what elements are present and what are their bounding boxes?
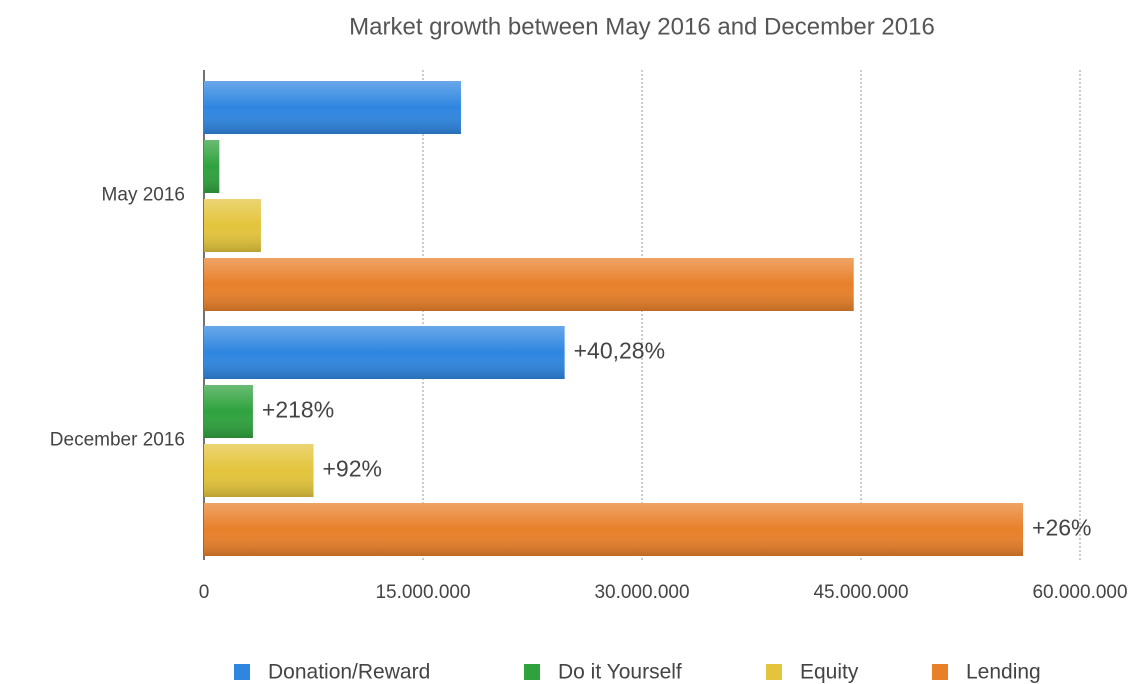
bar-shade (204, 385, 253, 438)
bar-shade (204, 140, 220, 193)
bar-shade (204, 326, 565, 379)
legend-label: Do it Yourself (558, 661, 682, 684)
bar-shade (204, 199, 261, 252)
bar-shade (204, 444, 314, 497)
data-label: +92% (323, 456, 382, 482)
chart-title: Market growth between May 2016 and Decem… (349, 13, 935, 40)
data-label: +40,28% (574, 338, 665, 364)
x-tick-label: 45.000.000 (813, 582, 908, 603)
data-label: +218% (262, 397, 334, 423)
bar-shade (204, 503, 1024, 556)
bar-shade (204, 258, 854, 311)
x-tick-label: 60.000.000 (1032, 582, 1127, 603)
x-tick-label: 0 (199, 582, 210, 603)
data-label: +26% (1032, 515, 1091, 541)
legend-label: Donation/Reward (268, 661, 430, 684)
legend-swatch (524, 664, 540, 680)
x-tick-label: 30.000.000 (594, 582, 689, 603)
legend-label: Lending (966, 661, 1041, 684)
x-tick-label: 15.000.000 (375, 582, 470, 603)
bar-shade (204, 81, 461, 134)
legend-swatch (234, 664, 250, 680)
y-tick-label: May 2016 (102, 185, 185, 206)
legend-swatch (766, 664, 782, 680)
legend-label: Equity (800, 661, 859, 684)
y-tick-label: December 2016 (50, 430, 185, 451)
legend-swatch (932, 664, 948, 680)
